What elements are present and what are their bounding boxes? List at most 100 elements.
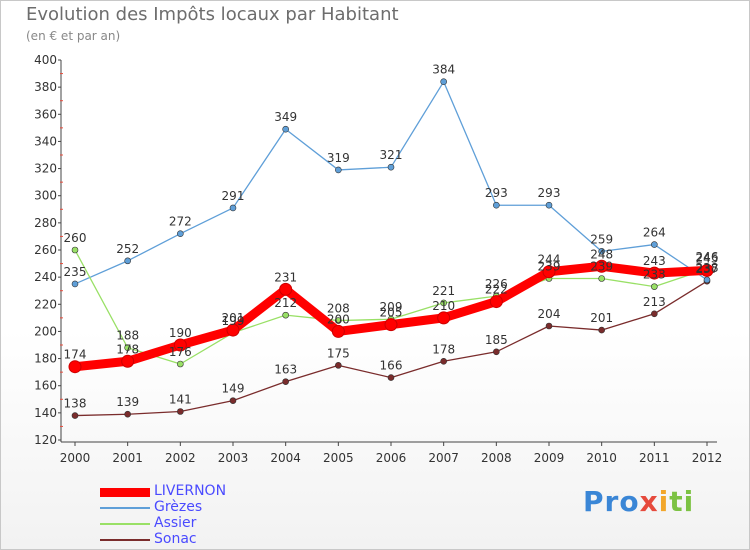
data-point [598,275,605,282]
y-tick-label: 220 [34,297,57,311]
y-tick-label: 240 [34,270,57,284]
data-label: 190 [169,326,192,340]
data-label: 210 [432,299,455,313]
data-point [598,248,605,255]
data-label: 237 [696,262,719,276]
y-tick-label: 140 [34,406,57,420]
data-label: 174 [64,348,87,362]
logo-part-2: x [639,485,659,518]
data-point [647,266,661,280]
x-tick-label: 2004 [270,451,301,465]
data-point [335,166,342,174]
proxiti-logo: Proxiti [583,485,694,518]
data-label: 209 [380,300,403,314]
data-label: 231 [274,270,297,284]
data-point [651,241,658,248]
y-tick-label: 340 [34,134,57,148]
legend-swatch [100,539,150,541]
legend-swatch [100,507,150,509]
data-label: 188 [116,329,139,343]
data-label: 252 [116,242,139,256]
data-label: 349 [274,110,297,124]
data-label: 246 [696,250,719,264]
data-label: 293 [485,186,508,200]
data-label: 235 [64,265,87,279]
data-label: 226 [485,277,508,291]
y-tick-label: 380 [34,80,57,94]
legend-swatch [100,488,150,497]
data-point [651,310,658,318]
data-point [282,125,289,133]
x-tick-label: 2012 [692,451,723,465]
data-label: 185 [485,333,508,347]
data-label: 208 [327,302,350,316]
data-point [651,283,658,290]
y-tick-label: 180 [34,352,57,366]
data-point [279,282,293,296]
data-point [542,265,556,279]
data-point [387,163,395,171]
data-point [595,259,609,273]
data-point [282,378,289,385]
data-label: 222 [485,283,508,297]
data-point [282,311,289,319]
data-label: 204 [538,307,561,321]
data-point [331,324,345,338]
data-point [545,322,553,330]
data-label: 213 [643,295,666,309]
data-label: 200 [327,312,350,326]
x-tick-label: 2006 [376,451,407,465]
data-label: 260 [64,231,87,245]
data-point [177,360,184,368]
logo-part-4: ti [669,485,695,518]
data-label: 178 [432,342,455,356]
data-point [71,246,79,254]
x-tick-label: 2008 [481,451,512,465]
data-point [68,360,82,374]
data-label: 293 [538,186,561,200]
data-label: 244 [538,253,561,267]
data-label: 176 [169,345,192,359]
data-point [124,257,131,265]
x-tick-label: 2007 [428,451,459,465]
data-point [493,201,500,209]
logo-part-1: Pro [583,485,640,518]
data-label: 272 [169,215,192,229]
data-point [700,263,714,277]
data-label: 149 [222,382,245,396]
data-label: 291 [222,189,245,203]
data-point [71,412,79,419]
x-tick-label: 2002 [165,451,196,465]
data-label: 138 [64,397,87,411]
data-point [387,374,395,381]
x-tick-label: 2011 [639,451,670,465]
data-point [124,410,131,418]
y-tick-label: 280 [34,216,57,230]
data-label: 239 [538,260,561,274]
x-tick-label: 2005 [323,451,354,465]
data-label: 384 [432,63,455,77]
data-point [121,354,135,368]
data-point [440,357,447,365]
y-tick-label: 260 [34,243,57,257]
y-tick-label: 360 [34,107,57,121]
y-tick-label: 120 [34,433,57,447]
data-point [124,344,131,352]
data-point [177,230,184,238]
y-tick-label: 400 [34,53,57,67]
data-label: 139 [116,395,139,409]
data-label: 238 [696,261,719,275]
data-point [703,276,711,284]
x-tick-label: 2010 [586,451,617,465]
data-label: 205 [380,306,403,320]
data-label: 233 [643,268,666,282]
y-tick-label: 200 [34,324,57,338]
x-tick-label: 2003 [218,451,249,465]
data-point [493,348,500,356]
data-label: 166 [380,359,403,373]
data-label: 221 [432,284,455,298]
data-point [177,408,184,415]
data-label: 178 [116,342,139,356]
